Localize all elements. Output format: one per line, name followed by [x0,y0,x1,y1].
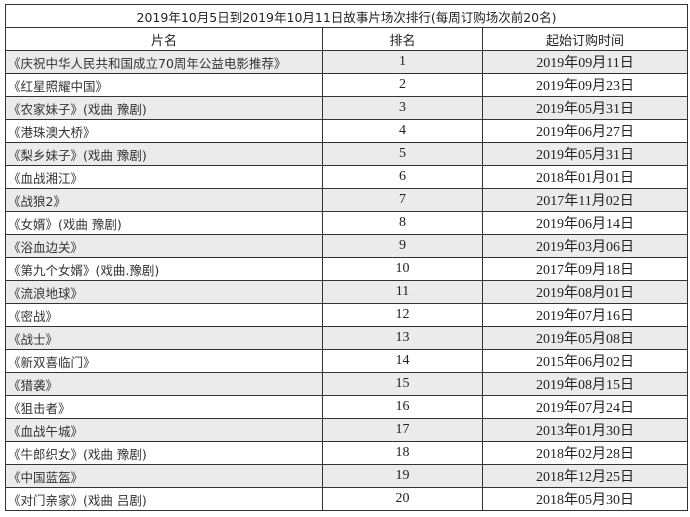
start-date-cell: 2019年06月27日 [481,119,689,143]
film-name-cell: 《浴血边关》 [5,234,323,258]
table-row: 《狙击者》 16 2019年07月24日 [5,395,689,419]
table-row: 《农家妹子》(戏曲 豫剧) 3 2019年05月31日 [5,96,689,120]
ranking-table: 2019年10月5日到2019年10月11日故事片场次排行(每周订购场次前20名… [4,4,689,511]
film-name-cell: 《港珠澳大桥》 [5,119,323,143]
start-date-cell: 2019年05月31日 [481,142,689,166]
rank-cell: 5 [322,142,483,166]
film-name-cell: 《新双喜临门》 [5,349,323,373]
rank-cell: 10 [322,257,483,281]
film-name-cell: 《第九个女婿》(戏曲.豫剧) [5,257,323,281]
table-row: 《红星照耀中国》 2 2019年09月23日 [5,73,689,97]
film-name-cell: 《血战湘江》 [5,165,323,189]
film-name-cell: 《密战》 [5,303,323,327]
film-name-cell: 《战狼2》 [5,188,323,212]
rank-cell: 19 [322,464,483,488]
start-date-cell: 2019年05月08日 [481,326,689,350]
film-name-cell: 《红星照耀中国》 [5,73,323,97]
rank-cell: 3 [322,96,483,120]
rank-cell: 1 [322,50,483,74]
table-row: 《牛郎织女》(戏曲 豫剧) 18 2018年02月28日 [5,441,689,465]
rank-cell: 6 [322,165,483,189]
start-date-cell: 2019年09月11日 [481,50,689,74]
film-name-cell: 《庆祝中华人民共和国成立70周年公益电影推荐》 [5,50,323,74]
rank-cell: 17 [322,418,483,442]
film-name-cell: 《狙击者》 [5,395,323,419]
table-row: 《血战午城》 17 2013年01月30日 [5,418,689,442]
rank-cell: 18 [322,441,483,465]
column-header-date: 起始订购时间 [481,27,689,51]
film-name-cell: 《猎袭》 [5,372,323,396]
film-name-cell: 《血战午城》 [5,418,323,442]
rank-cell: 12 [322,303,483,327]
start-date-cell: 2017年09月18日 [481,257,689,281]
rank-cell: 11 [322,280,483,304]
rank-cell: 4 [322,119,483,143]
table-row: 《第九个女婿》(戏曲.豫剧) 10 2017年09月18日 [5,257,689,281]
start-date-cell: 2019年08月15日 [481,372,689,396]
table-row: 《流浪地球》 11 2019年08月01日 [5,280,689,304]
table-row: 《女婿》(戏曲 豫剧) 8 2019年06月14日 [5,211,689,235]
table-row: 《战士》 13 2019年05月08日 [5,326,689,350]
table-row: 《浴血边关》 9 2019年03月06日 [5,234,689,258]
rank-cell: 9 [322,234,483,258]
table-row: 《中国蓝盔》 19 2018年12月25日 [5,464,689,488]
rank-cell: 2 [322,73,483,97]
start-date-cell: 2019年03月06日 [481,234,689,258]
start-date-cell: 2019年07月16日 [481,303,689,327]
film-name-cell: 《女婿》(戏曲 豫剧) [5,211,323,235]
film-name-cell: 《对门亲家》(戏曲 吕剧) [5,487,323,511]
start-date-cell: 2019年09月23日 [481,73,689,97]
rank-cell: 20 [322,487,483,511]
table-row: 《密战》 12 2019年07月16日 [5,303,689,327]
film-name-cell: 《流浪地球》 [5,280,323,304]
table-row: 《血战湘江》 6 2018年01月01日 [5,165,689,189]
start-date-cell: 2018年02月28日 [481,441,689,465]
table-row: 《猎袭》 15 2019年08月15日 [5,372,689,396]
table-row: 《对门亲家》(戏曲 吕剧) 20 2018年05月30日 [5,487,689,511]
film-name-cell: 《中国蓝盔》 [5,464,323,488]
start-date-cell: 2019年07月24日 [481,395,689,419]
start-date-cell: 2018年01月01日 [481,165,689,189]
rank-cell: 7 [322,188,483,212]
start-date-cell: 2017年11月02日 [481,188,689,212]
column-header-rank: 排名 [322,27,483,51]
column-header-name: 片名 [5,27,323,51]
start-date-cell: 2013年01月30日 [481,418,689,442]
start-date-cell: 2019年05月31日 [481,96,689,120]
start-date-cell: 2018年12月25日 [481,464,689,488]
rank-cell: 14 [322,349,483,373]
start-date-cell: 2018年05月30日 [481,487,689,511]
table-row: 《战狼2》 7 2017年11月02日 [5,188,689,212]
table-row: 《新双喜临门》 14 2015年06月02日 [5,349,689,373]
start-date-cell: 2015年06月02日 [481,349,689,373]
film-name-cell: 《牛郎织女》(戏曲 豫剧) [5,441,323,465]
table-title: 2019年10月5日到2019年10月11日故事片场次排行(每周订购场次前20名… [4,4,689,28]
rank-cell: 15 [322,372,483,396]
start-date-cell: 2019年08月01日 [481,280,689,304]
film-name-cell: 《农家妹子》(戏曲 豫剧) [5,96,323,120]
start-date-cell: 2019年06月14日 [481,211,689,235]
table-row: 《梨乡妹子》(戏曲 豫剧) 5 2019年05月31日 [5,142,689,166]
film-name-cell: 《战士》 [5,326,323,350]
table-row: 《庆祝中华人民共和国成立70周年公益电影推荐》 1 2019年09月11日 [5,50,689,74]
rank-cell: 16 [322,395,483,419]
rank-cell: 8 [322,211,483,235]
rank-cell: 13 [322,326,483,350]
table-row: 《港珠澳大桥》 4 2019年06月27日 [5,119,689,143]
film-name-cell: 《梨乡妹子》(戏曲 豫剧) [5,142,323,166]
